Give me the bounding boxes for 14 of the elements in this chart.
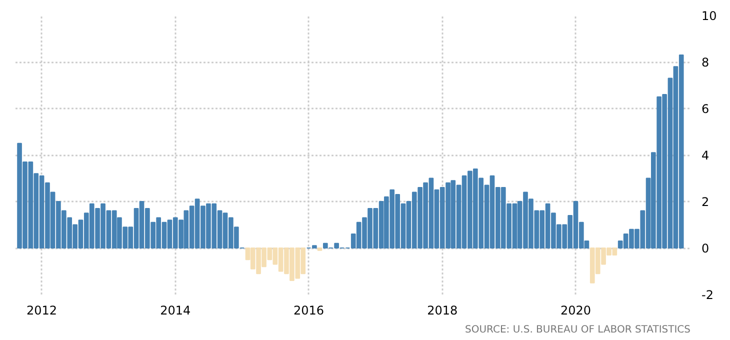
x-tick-label: 2020 xyxy=(560,304,592,318)
y-tick-label: -2 xyxy=(702,288,714,302)
y-tick-label: 0 xyxy=(702,242,710,256)
x-tick-label: 2016 xyxy=(294,304,324,318)
source-note: SOURCE: U.S. BUREAU OF LABOR STATISTICS xyxy=(465,324,691,336)
bar xyxy=(317,248,322,251)
y-tick-label: 6 xyxy=(702,102,710,116)
y-tick-label: 2 xyxy=(702,195,710,209)
y-tick-label: 8 xyxy=(702,56,710,70)
y-tick-label: 10 xyxy=(702,9,717,23)
x-tick-label: 2018 xyxy=(427,304,458,318)
x-tick-label: 2012 xyxy=(26,304,58,318)
y-tick-label: 4 xyxy=(702,148,710,162)
x-tick-label: 2014 xyxy=(160,304,191,318)
